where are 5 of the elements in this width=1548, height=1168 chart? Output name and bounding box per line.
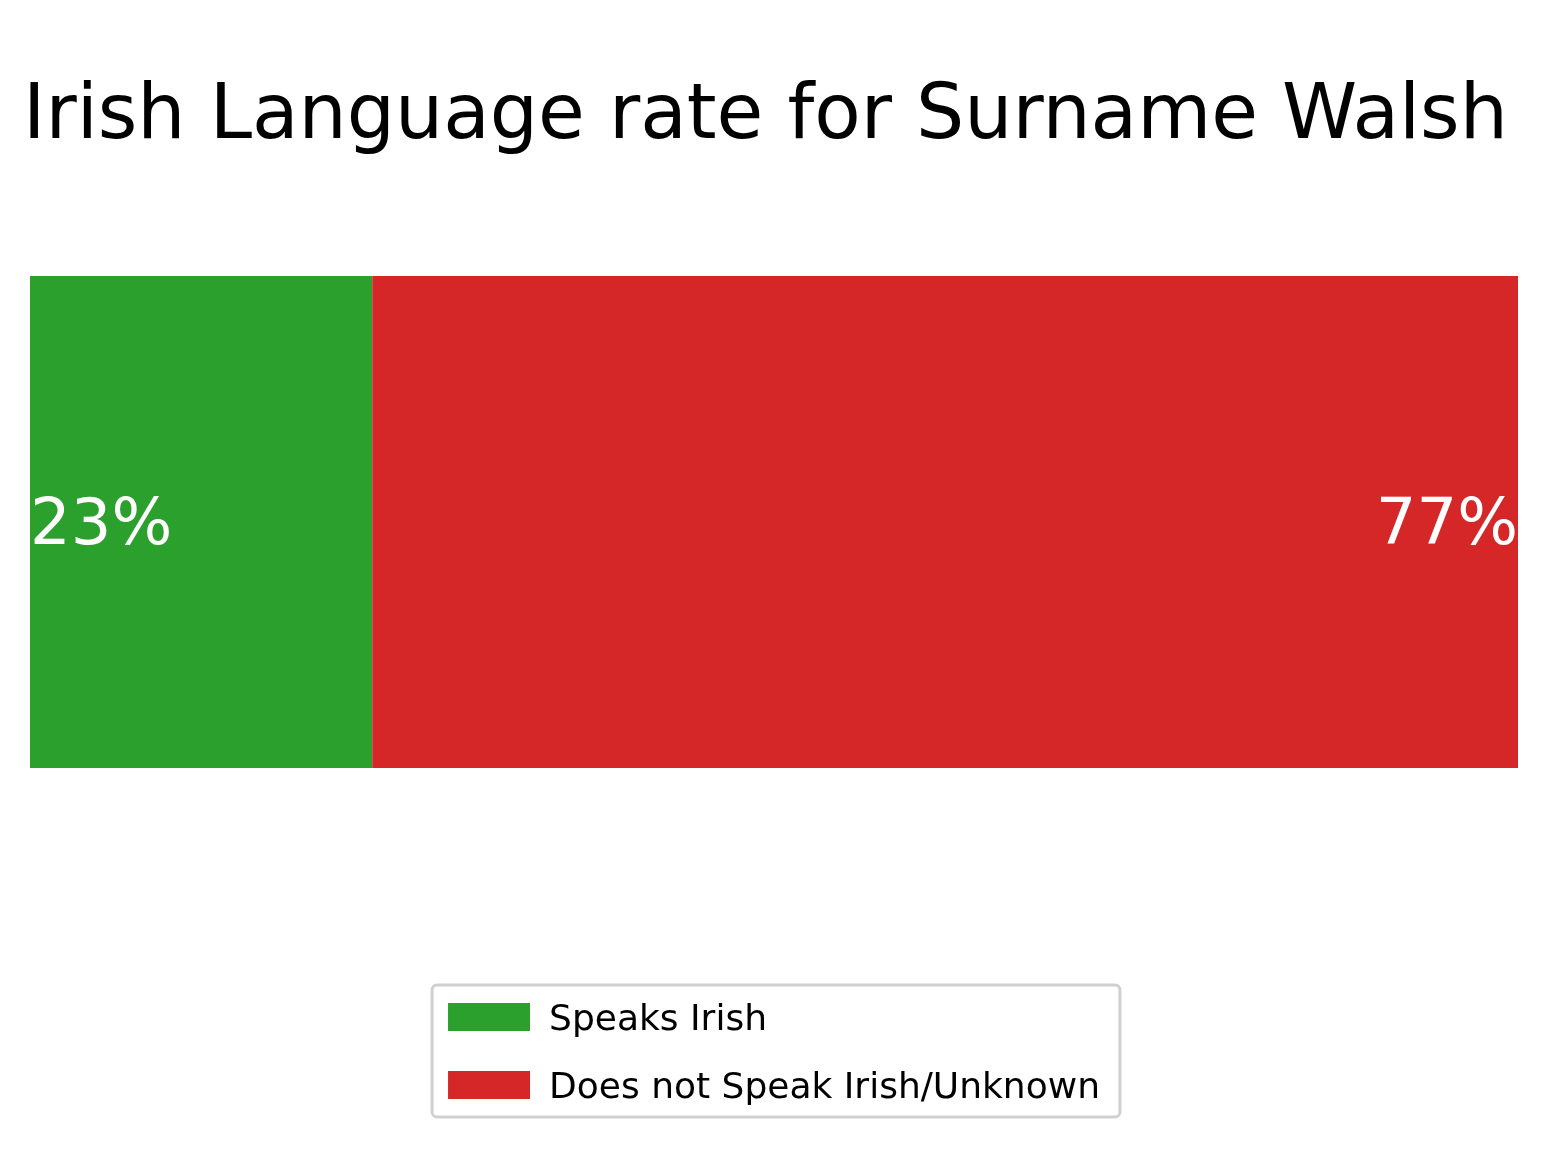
chart-title: Irish Language rate for Surname Walsh: [23, 66, 1508, 156]
legend-label: Does not Speak Irish/Unknown: [549, 1064, 1100, 1106]
legend-label: Speaks Irish: [549, 996, 767, 1038]
data-label: 23%: [30, 485, 173, 559]
data-label: 77%: [1375, 485, 1518, 559]
